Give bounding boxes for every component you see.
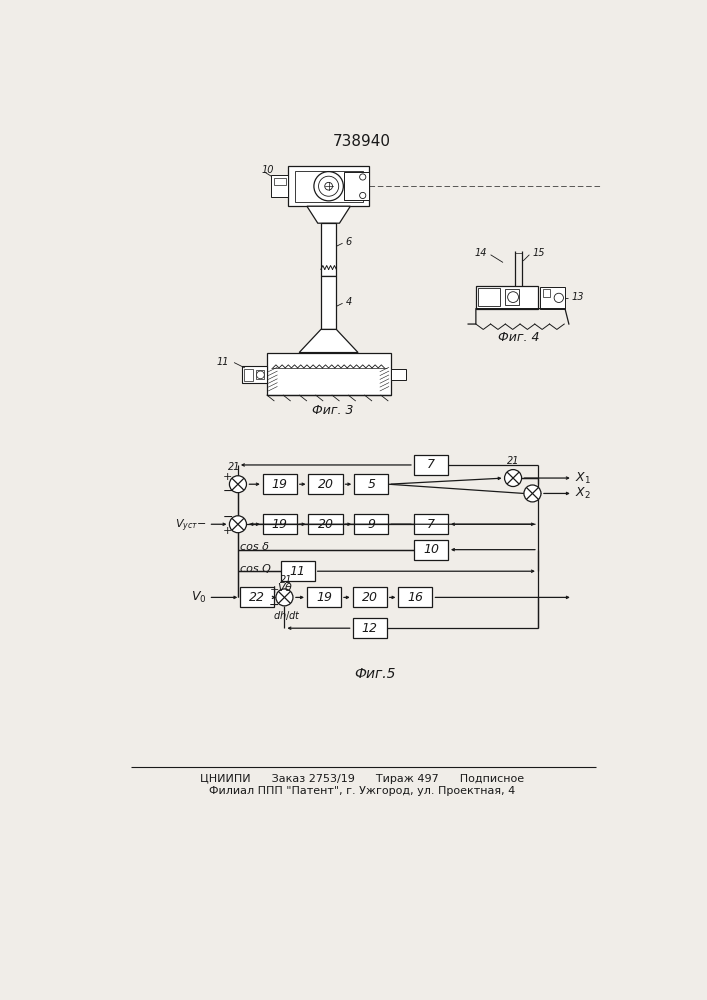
Bar bbox=[321, 276, 337, 329]
Text: Фиг. 4: Фиг. 4 bbox=[498, 331, 539, 344]
Text: 16: 16 bbox=[407, 591, 423, 604]
Bar bbox=[414, 514, 448, 534]
Text: 20: 20 bbox=[317, 478, 334, 491]
Bar bbox=[344, 172, 369, 200]
Text: 14: 14 bbox=[475, 248, 488, 258]
Polygon shape bbox=[307, 206, 351, 223]
Bar bbox=[308, 474, 343, 494]
Text: 19: 19 bbox=[316, 591, 332, 604]
Text: 21: 21 bbox=[280, 575, 292, 585]
Circle shape bbox=[314, 172, 344, 201]
Text: $V\theta$: $V\theta$ bbox=[277, 581, 293, 593]
Text: 9: 9 bbox=[367, 518, 375, 531]
Text: 15: 15 bbox=[532, 248, 545, 258]
Text: cos Q: cos Q bbox=[240, 564, 271, 574]
Text: +: + bbox=[223, 472, 233, 482]
Bar bbox=[478, 288, 500, 306]
Circle shape bbox=[257, 371, 264, 379]
Text: 10: 10 bbox=[262, 165, 274, 175]
Text: 13: 13 bbox=[571, 292, 584, 302]
Text: Филиал ППП "Патент", г. Ужгород, ул. Проектная, 4: Филиал ППП "Патент", г. Ужгород, ул. Про… bbox=[209, 786, 515, 796]
Text: 10: 10 bbox=[423, 543, 439, 556]
Text: $X_1$: $X_1$ bbox=[575, 471, 591, 486]
Bar bbox=[281, 561, 315, 581]
Text: 11: 11 bbox=[290, 565, 305, 578]
Text: 19: 19 bbox=[271, 478, 288, 491]
Text: 20: 20 bbox=[362, 591, 378, 604]
Bar bbox=[256, 370, 264, 379]
Bar bbox=[271, 175, 288, 197]
Text: Фиг.5: Фиг.5 bbox=[354, 667, 396, 681]
Text: −: − bbox=[223, 485, 233, 498]
Bar bbox=[267, 353, 391, 395]
Bar bbox=[295, 171, 363, 202]
Bar bbox=[244, 369, 253, 381]
Bar bbox=[354, 514, 388, 534]
Bar bbox=[505, 289, 518, 305]
Circle shape bbox=[505, 470, 522, 487]
Bar bbox=[274, 178, 286, 185]
Text: 21: 21 bbox=[228, 462, 240, 472]
Circle shape bbox=[524, 485, 541, 502]
Text: $V_0$: $V_0$ bbox=[192, 590, 207, 605]
Bar bbox=[354, 474, 388, 494]
Text: $dh/dt$: $dh/dt$ bbox=[273, 609, 300, 622]
Text: Фиг. 3: Фиг. 3 bbox=[312, 404, 354, 417]
Text: −: − bbox=[223, 511, 233, 524]
Bar bbox=[308, 514, 343, 534]
Bar bbox=[307, 587, 341, 607]
Bar bbox=[242, 366, 267, 383]
Text: ЦНИИПИ      Заказ 2753/19      Тираж 497      Подписное: ЦНИИПИ Заказ 2753/19 Тираж 497 Подписное bbox=[200, 774, 524, 784]
Bar bbox=[288, 166, 369, 206]
Circle shape bbox=[325, 182, 332, 190]
Text: $X_2$: $X_2$ bbox=[575, 486, 591, 501]
Bar bbox=[540, 287, 565, 309]
Text: 22: 22 bbox=[250, 591, 265, 604]
Circle shape bbox=[230, 516, 247, 533]
Bar bbox=[321, 223, 337, 276]
Text: 738940: 738940 bbox=[333, 134, 391, 149]
Bar bbox=[414, 540, 448, 560]
Text: 6: 6 bbox=[346, 237, 352, 247]
Text: 12: 12 bbox=[362, 622, 378, 635]
Text: +: + bbox=[223, 526, 233, 536]
Text: cos δ: cos δ bbox=[240, 542, 269, 552]
Text: 11: 11 bbox=[217, 357, 230, 367]
Circle shape bbox=[554, 293, 563, 302]
Bar bbox=[398, 587, 433, 607]
Bar bbox=[353, 618, 387, 638]
Bar bbox=[263, 474, 297, 494]
Circle shape bbox=[319, 176, 339, 196]
Text: 5: 5 bbox=[367, 478, 375, 491]
Circle shape bbox=[360, 174, 366, 180]
Bar bbox=[240, 587, 274, 607]
Text: 20: 20 bbox=[317, 518, 334, 531]
Text: 19: 19 bbox=[271, 518, 288, 531]
Text: $V_{уст}$−: $V_{уст}$− bbox=[175, 518, 207, 534]
Circle shape bbox=[276, 589, 293, 606]
Circle shape bbox=[508, 292, 518, 302]
Bar bbox=[414, 455, 448, 475]
Text: 7: 7 bbox=[427, 458, 435, 471]
Bar bbox=[476, 286, 538, 309]
Circle shape bbox=[360, 192, 366, 199]
Circle shape bbox=[230, 476, 247, 493]
Bar bbox=[353, 587, 387, 607]
Bar bbox=[542, 289, 550, 297]
Polygon shape bbox=[299, 329, 358, 353]
Text: 4: 4 bbox=[346, 297, 352, 307]
Text: +: + bbox=[269, 585, 279, 595]
Bar bbox=[391, 369, 406, 380]
Bar bbox=[263, 514, 297, 534]
Text: 7: 7 bbox=[427, 518, 435, 531]
Text: −: − bbox=[269, 599, 280, 612]
Text: 21: 21 bbox=[507, 456, 520, 466]
